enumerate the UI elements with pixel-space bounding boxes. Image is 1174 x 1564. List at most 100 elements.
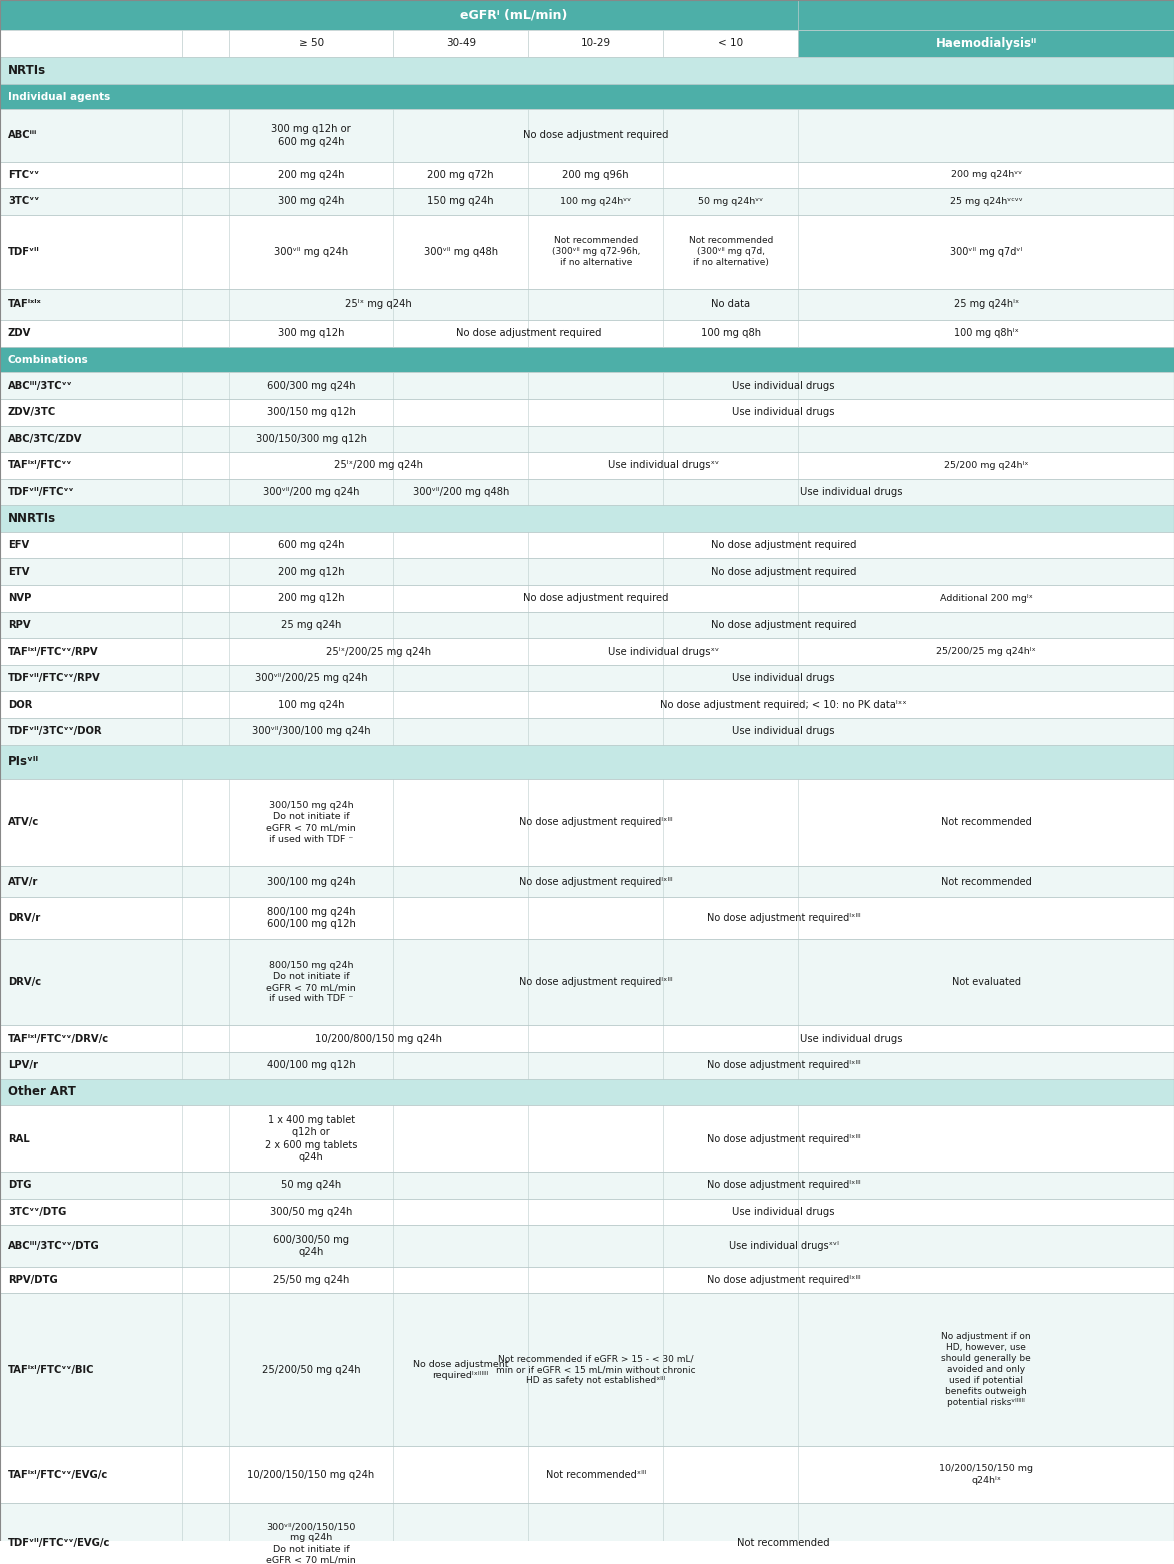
FancyBboxPatch shape [798, 0, 1174, 30]
Text: No dose adjustment requiredᴵˣᴵᴵᴵ: No dose adjustment requiredᴵˣᴵᴵᴵ [519, 876, 673, 887]
Text: RPV: RPV [8, 619, 31, 630]
FancyBboxPatch shape [0, 691, 1174, 718]
Text: ≥ 50: ≥ 50 [298, 39, 324, 48]
Text: 200 mg q24hᵛᵛ: 200 mg q24hᵛᵛ [951, 170, 1021, 180]
Text: Use individual drugs: Use individual drugs [799, 1034, 903, 1043]
Text: NVP: NVP [8, 593, 32, 604]
Text: 200 mg q12h: 200 mg q12h [278, 593, 344, 604]
Text: 600 mg q24h: 600 mg q24h [278, 540, 344, 551]
Text: TDFᵛᴵᴵ/FTCᵛᵛ/RPV: TDFᵛᴵᴵ/FTCᵛᵛ/RPV [8, 673, 101, 683]
FancyBboxPatch shape [0, 744, 1174, 779]
Text: 10-29: 10-29 [581, 39, 610, 48]
FancyBboxPatch shape [798, 30, 1174, 58]
Text: TAFᴵˣᴵ/FTCᵛᵛ/DRV/c: TAFᴵˣᴵ/FTCᵛᵛ/DRV/c [8, 1034, 109, 1043]
Text: No adjustment if on
HD, however, use
should generally be
avoided and only
used i: No adjustment if on HD, however, use sho… [942, 1333, 1031, 1408]
Text: 25ᴵˣ mg q24h: 25ᴵˣ mg q24h [345, 299, 412, 310]
Text: 3TCᵛᵛ/DTG: 3TCᵛᵛ/DTG [8, 1207, 67, 1217]
Text: EFV: EFV [8, 540, 29, 551]
Text: No dose adjustment required: No dose adjustment required [524, 130, 668, 141]
FancyBboxPatch shape [0, 188, 1174, 214]
Text: 300ᵛᴵᴵ mg q24h: 300ᵛᴵᴵ mg q24h [274, 247, 349, 256]
FancyBboxPatch shape [0, 372, 1174, 399]
FancyBboxPatch shape [0, 532, 1174, 558]
Text: No dose adjustment requiredᴵˣᴵᴵᴵ: No dose adjustment requiredᴵˣᴵᴵᴵ [707, 1181, 861, 1190]
FancyBboxPatch shape [0, 289, 1174, 321]
Text: ABCⁱⁱⁱ: ABCⁱⁱⁱ [8, 130, 38, 141]
Text: Additional 200 mgᴵˣ: Additional 200 mgᴵˣ [939, 594, 1033, 602]
Text: 25/200 mg q24hᴵˣ: 25/200 mg q24hᴵˣ [944, 461, 1028, 469]
Text: 1 x 400 mg tablet
q12h or
2 x 600 mg tablets
q24h: 1 x 400 mg tablet q12h or 2 x 600 mg tab… [265, 1115, 357, 1162]
Text: ZDV/3TC: ZDV/3TC [8, 407, 56, 418]
Text: 25 mg q24hᵛᶜᵛᵛ: 25 mg q24hᵛᶜᵛᵛ [950, 197, 1023, 206]
FancyBboxPatch shape [0, 321, 1174, 347]
Text: TAFᴵˣᴵ/FTCᵛᵛ/EVG/c: TAFᴵˣᴵ/FTCᵛᵛ/EVG/c [8, 1470, 108, 1480]
Text: Individual agents: Individual agents [8, 92, 110, 102]
Text: RPV/DTG: RPV/DTG [8, 1275, 58, 1286]
FancyBboxPatch shape [0, 479, 1174, 505]
Text: 300ᵛᴵᴵ/200/150/150
mg q24h
Do not initiate if
eGFR < 70 mL/min: 300ᵛᴵᴵ/200/150/150 mg q24h Do not initia… [266, 1522, 356, 1564]
Text: No dose adjustment required: No dose adjustment required [711, 619, 856, 630]
Text: 25/50 mg q24h: 25/50 mg q24h [272, 1275, 350, 1286]
Text: 100 mg q24hᵛᵛ: 100 mg q24hᵛᵛ [560, 197, 632, 206]
FancyBboxPatch shape [0, 779, 1174, 866]
FancyBboxPatch shape [0, 638, 1174, 665]
FancyBboxPatch shape [182, 30, 229, 58]
Text: No dose adjustment required: No dose adjustment required [524, 593, 668, 604]
Text: 10/200/150/150 mg q24h: 10/200/150/150 mg q24h [248, 1470, 375, 1480]
Text: 100 mg q8hᴵˣ: 100 mg q8hᴵˣ [953, 328, 1019, 338]
FancyBboxPatch shape [0, 1447, 1174, 1503]
Text: Use individual drugs: Use individual drugs [733, 673, 835, 683]
Text: 800/100 mg q24h
600/100 mg q12h: 800/100 mg q24h 600/100 mg q12h [266, 907, 356, 929]
FancyBboxPatch shape [0, 1106, 1174, 1171]
FancyBboxPatch shape [0, 1053, 1174, 1079]
Text: Use individual drugs: Use individual drugs [733, 407, 835, 418]
Text: No dose adjustment requiredᴵˣᴵᴵᴵ: No dose adjustment requiredᴵˣᴵᴵᴵ [707, 1134, 861, 1143]
Text: TDFᵛᴵᴵ/FTCᵛᵛ: TDFᵛᴵᴵ/FTCᵛᵛ [8, 486, 74, 497]
FancyBboxPatch shape [0, 347, 1174, 372]
Text: Not recommended: Not recommended [940, 876, 1032, 887]
FancyBboxPatch shape [0, 1171, 1174, 1198]
Text: 10/200/150/150 mg
q24hᴵˣ: 10/200/150/150 mg q24hᴵˣ [939, 1464, 1033, 1484]
Text: 300/150/300 mg q12h: 300/150/300 mg q12h [256, 433, 366, 444]
Text: 200 mg q24h: 200 mg q24h [278, 170, 344, 180]
FancyBboxPatch shape [0, 585, 1174, 612]
Text: 100 mg q24h: 100 mg q24h [278, 699, 344, 710]
Text: TDFᵛᴵᴵ/FTCᵛᵛ/EVG/c: TDFᵛᴵᴵ/FTCᵛᵛ/EVG/c [8, 1539, 110, 1548]
Text: 100 mg q8h: 100 mg q8h [701, 328, 761, 338]
FancyBboxPatch shape [0, 399, 1174, 425]
Text: NRTIs: NRTIs [8, 64, 46, 77]
Text: ABCᴵᴵᴵ/3TCᵛᵛ/DTG: ABCᴵᴵᴵ/3TCᵛᵛ/DTG [8, 1240, 100, 1251]
FancyBboxPatch shape [393, 30, 528, 58]
Text: 300ᵛᴵᴵ mg q7dᵛᴵ: 300ᵛᴵᴵ mg q7dᵛᴵ [950, 247, 1023, 256]
Text: 25 mg q24h: 25 mg q24h [281, 619, 342, 630]
FancyBboxPatch shape [0, 938, 1174, 1026]
Text: No dose adjustment requiredᴵˣᴵᴵᴵ: No dose adjustment requiredᴵˣᴵᴵᴵ [519, 978, 673, 987]
Text: 300/150 mg q12h: 300/150 mg q12h [266, 407, 356, 418]
Text: ATV/c: ATV/c [8, 818, 39, 827]
FancyBboxPatch shape [0, 161, 1174, 188]
Text: Not recommended: Not recommended [940, 818, 1032, 827]
Text: TAFᴵˣᴵ/FTCᵛᵛ: TAFᴵˣᴵ/FTCᵛᵛ [8, 460, 73, 471]
Text: 600/300/50 mg
q24h: 600/300/50 mg q24h [274, 1236, 349, 1257]
FancyBboxPatch shape [0, 0, 1174, 30]
Text: ZDV: ZDV [8, 328, 32, 338]
Text: DOR: DOR [8, 699, 33, 710]
Text: 300ᵛᴵᴵ/200 mg q48h: 300ᵛᴵᴵ/200 mg q48h [412, 486, 510, 497]
Text: 200 mg q72h: 200 mg q72h [427, 170, 494, 180]
FancyBboxPatch shape [0, 898, 1174, 938]
FancyBboxPatch shape [0, 718, 1174, 744]
Text: No dose adjustment requiredᴵˣᴵᴵᴵ: No dose adjustment requiredᴵˣᴵᴵᴵ [519, 818, 673, 827]
Text: 150 mg q24h: 150 mg q24h [427, 197, 494, 206]
Text: TAFᴵˣᴵˣ: TAFᴵˣᴵˣ [8, 299, 42, 310]
Text: 10/200/800/150 mg q24h: 10/200/800/150 mg q24h [315, 1034, 443, 1043]
Text: No data: No data [711, 299, 750, 310]
FancyBboxPatch shape [0, 1198, 1174, 1225]
Text: No dose adjustment required: No dose adjustment required [711, 540, 856, 551]
Text: Haemodialysisⁱⁱ: Haemodialysisⁱⁱ [936, 38, 1037, 50]
Text: Not recommended if eGFR > 15 - < 30 mL/
min or if eGFR < 15 mL/min without chron: Not recommended if eGFR > 15 - < 30 mL/ … [495, 1354, 696, 1386]
Text: 300 mg q24h: 300 mg q24h [278, 197, 344, 206]
Text: No dose adjustment required: No dose adjustment required [711, 566, 856, 577]
FancyBboxPatch shape [0, 214, 1174, 289]
Text: No dose adjustment required: No dose adjustment required [456, 328, 601, 338]
Text: Use individual drugs: Use individual drugs [733, 380, 835, 391]
